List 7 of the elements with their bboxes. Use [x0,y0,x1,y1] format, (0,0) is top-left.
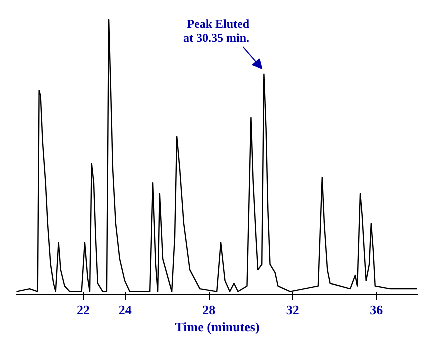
x-tick-label: 24 [118,302,132,318]
annotation: Peak Eluted at 30.35 min. [184,17,250,46]
x-tick-label: 28 [202,302,216,318]
x-tick-label: 22 [77,302,90,318]
x-tick-label: 32 [286,302,300,318]
x-axis-title: Time (minutes) [175,320,260,334]
x-tick-label: 36 [370,302,384,318]
